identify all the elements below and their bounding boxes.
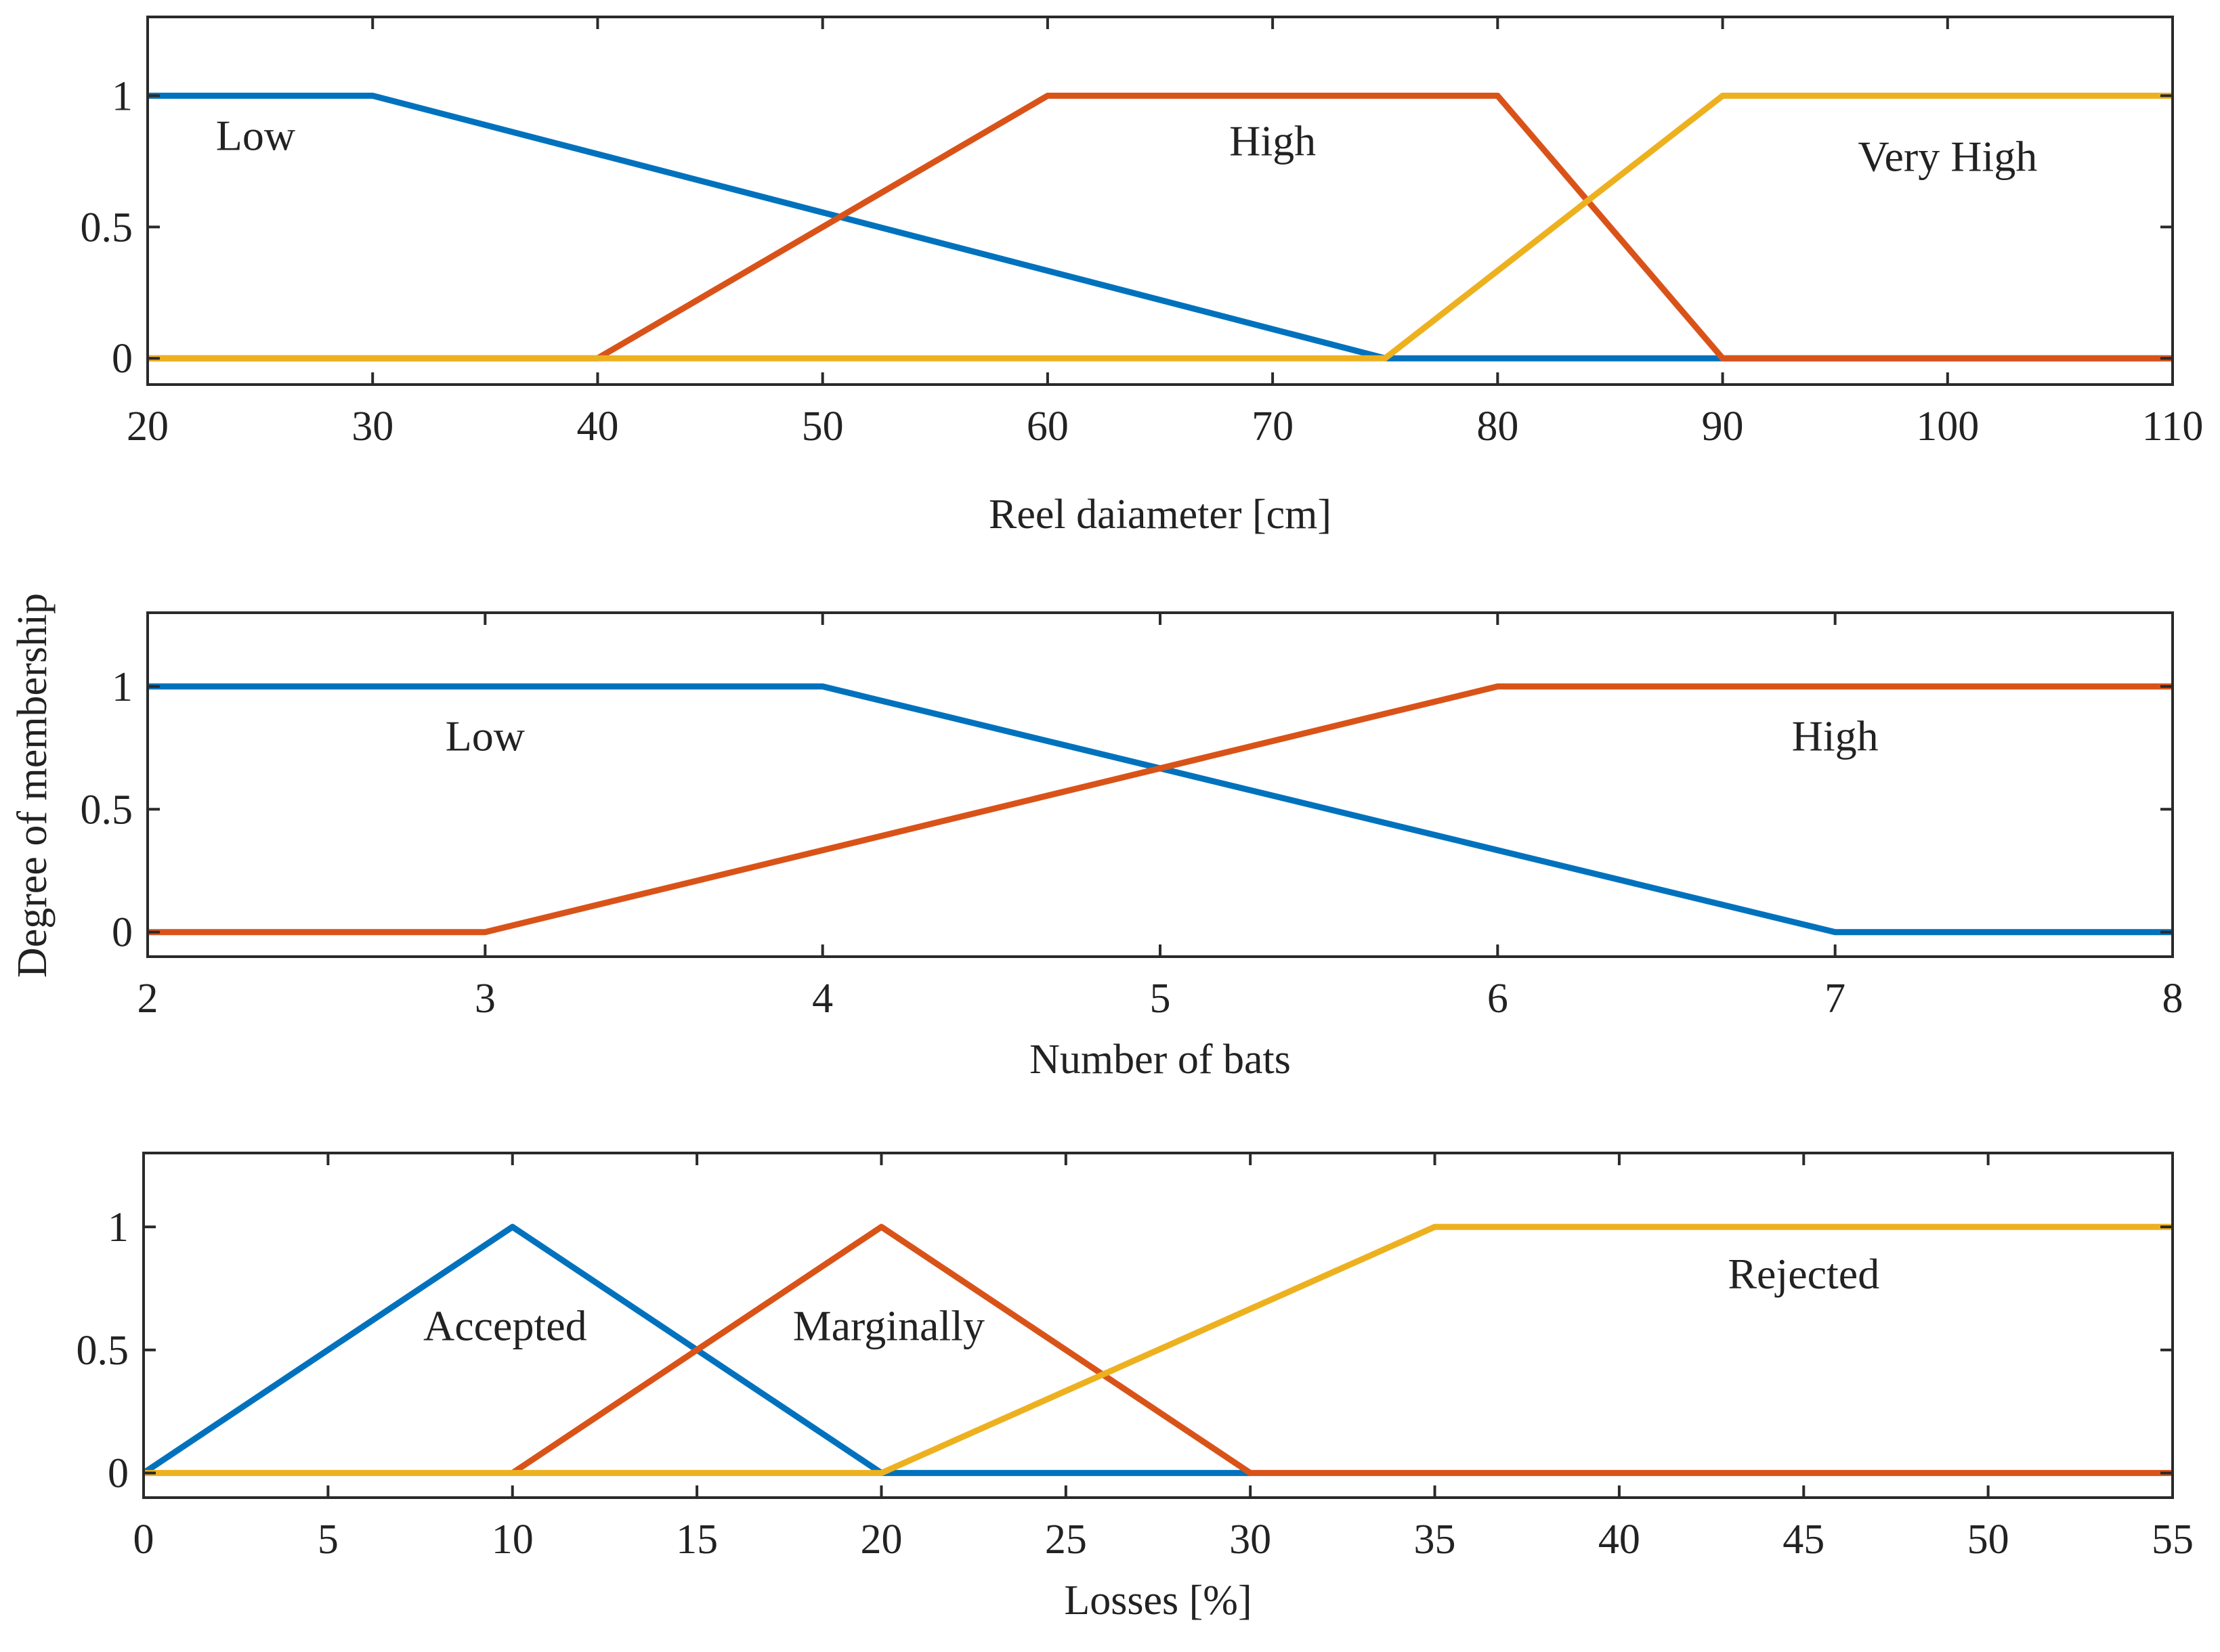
reel-diameter-chart: 20 30 40 50 60 70 80 90 100 110 0 0.5 1 Reel daiamete… (81, 16, 2204, 538)
losses-x-tick-label: 0 (133, 1517, 154, 1563)
losses-x-tick-label: 25 (1045, 1517, 1087, 1563)
reel-diameter-x-tick-label: 40 (576, 404, 618, 450)
number-of-bats-chart: 2 3 4 5 6 7 8 0 0.5 1 Number of bats Low High (81, 611, 2183, 1083)
losses-x-axis-label: Losses [%] (1064, 1578, 1252, 1624)
losses-label-marginally: Marginally (793, 1302, 985, 1350)
losses-chart: 0 5 10 15 20 25 30 35 40 45 50 55 0 0.5 1 Losses [%] Acc… (77, 1152, 2194, 1624)
number-of-bats-label-low: Low (446, 712, 525, 760)
reel-diameter-x-axis-label: Reel daiameter [cm] (989, 492, 1331, 538)
losses-x-tick-label: 20 (860, 1517, 902, 1563)
reel-diameter-label-high: High (1229, 116, 1316, 165)
number-of-bats-x-tick-label: 6 (1487, 976, 1508, 1022)
losses-series-rejected (144, 1223, 2173, 1477)
number-of-bats-x-tick-label: 5 (1150, 976, 1171, 1022)
y-axis-label: Degree of membership (9, 593, 56, 978)
reel-diameter-series-very-high (148, 92, 2173, 362)
losses-y-tick-label: 0 (108, 1451, 129, 1497)
number-of-bats-series-low (148, 683, 2173, 936)
losses-x-tick-label: 45 (1783, 1517, 1824, 1563)
number-of-bats-y-tick-label: 0.5 (81, 787, 133, 833)
losses-series-marginally (511, 1223, 2173, 1477)
reel-diameter-label-very-high: Very High (1858, 133, 2037, 181)
losses-x-tick-label: 30 (1229, 1517, 1271, 1563)
reel-diameter-x-tick-label: 30 (351, 404, 393, 450)
reel-diameter-x-tick-label: 80 (1476, 404, 1518, 450)
reel-diameter-x-tick-label: 50 (802, 404, 844, 450)
losses-x-tick-label: 15 (676, 1517, 718, 1563)
number-of-bats-x-tick-label: 3 (475, 976, 496, 1022)
number-of-bats-x-axis-label: Number of bats (1029, 1037, 1291, 1083)
reel-diameter-x-tick-label: 100 (1916, 404, 1979, 450)
reel-diameter-x-tick-label: 90 (1702, 404, 1744, 450)
number-of-bats-x-tick-label: 4 (812, 976, 833, 1022)
reel-diameter-x-tick-label: 70 (1252, 404, 1294, 450)
reel-diameter-y-tick-label: 0.5 (81, 204, 133, 251)
losses-label-accepted: Accepted (423, 1302, 587, 1350)
number-of-bats-label-high: High (1792, 712, 1879, 760)
reel-diameter-axes-frame (146, 16, 2174, 386)
number-of-bats-y-tick-label: 1 (112, 664, 133, 710)
reel-diameter-x-tick-label: 110 (2142, 404, 2204, 450)
losses-x-tick-label: 35 (1414, 1517, 1456, 1563)
losses-x-tick-label: 55 (2152, 1517, 2194, 1563)
losses-x-tick-label: 5 (318, 1517, 339, 1563)
reel-diameter-y-tick-label: 1 (112, 73, 133, 119)
reel-diameter-y-tick-label: 0 (112, 336, 133, 382)
losses-y-tick-label: 1 (108, 1204, 129, 1251)
number-of-bats-series-high (148, 683, 2173, 936)
reel-diameter-label-low: Low (216, 112, 295, 160)
reel-diameter-x-tick-label: 60 (1027, 404, 1069, 450)
losses-x-tick-label: 10 (492, 1517, 534, 1563)
losses-x-tick-label: 50 (1967, 1517, 2009, 1563)
losses-y-tick-label: 0.5 (77, 1328, 129, 1374)
number-of-bats-x-tick-label: 2 (137, 976, 158, 1022)
number-of-bats-y-tick-label: 0 (112, 910, 133, 956)
number-of-bats-x-tick-label: 8 (2162, 976, 2183, 1022)
reel-diameter-x-tick-label: 20 (127, 404, 169, 450)
number-of-bats-x-tick-label: 7 (1824, 976, 1845, 1022)
losses-x-tick-label: 40 (1598, 1517, 1640, 1563)
losses-axes-frame (142, 1152, 2174, 1499)
losses-label-rejected: Rejected (1728, 1250, 1879, 1298)
